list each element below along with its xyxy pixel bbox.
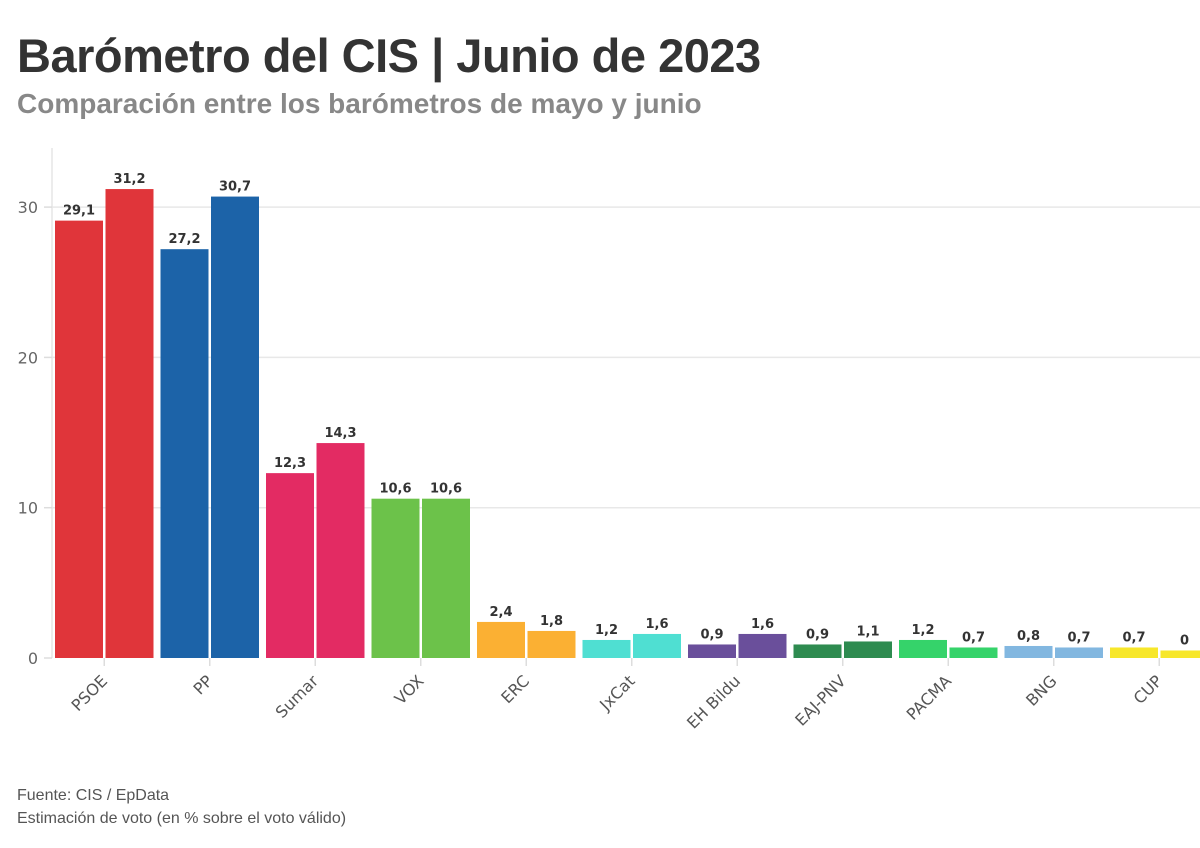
bar-vox-junio [422,498,470,658]
x-tick-label: PSOE [68,671,111,714]
bar-eh-bildu-mayo [688,644,736,658]
x-tick-label: PP [189,671,216,698]
y-tick-label: 10 [18,499,38,518]
data-label: 27,2 [168,232,200,247]
data-label: 2,4 [489,605,512,620]
x-tick-label: Sumar [272,671,323,722]
data-label: 14,3 [324,426,356,441]
bar-bng-mayo [1004,645,1053,658]
bar-jxcat-junio [633,633,681,658]
x-tick-label: BNG [1022,671,1060,709]
bar-psoe-mayo [55,220,103,658]
x-tick-label: CUP [1130,671,1167,708]
bars [55,189,1200,659]
bar-sumar-mayo [266,473,314,658]
bar-sumar-junio [316,443,365,658]
data-label: 1,2 [595,623,618,638]
y-tick-label: 0 [28,649,38,668]
data-label: 31,2 [113,172,145,187]
y-axis: 0 10 20 30 [18,148,53,668]
data-label: 1,6 [645,617,668,632]
chart-subtitle: Comparación entre los barómetros de mayo… [17,88,702,119]
bar-eaj-pnv-mayo [793,644,842,658]
data-label: 1,8 [540,614,563,629]
x-tick-label: VOX [391,671,428,708]
bar-cup-mayo [1110,647,1158,658]
data-label: 30,7 [219,180,251,195]
y-tick-label: 20 [18,348,38,367]
bar-bng-junio [1055,647,1103,658]
source-note: Fuente: CIS / EpData [17,787,170,804]
data-label: 10,6 [379,482,411,497]
bar-pp-mayo [160,249,209,658]
bar-psoe-junio [105,189,154,658]
x-tick-label: ERC [497,671,533,707]
footer: Fuente: CIS / EpData Estimación de voto … [17,784,346,830]
data-label: 1,1 [856,624,879,639]
bar-chart: 0 10 20 30 29,1 31,2 27,2 30,7 12,3 14,3 10,6 10,6… [18,148,1200,732]
x-tick-label: EH Bildu [683,671,744,732]
data-label: 0,7 [1067,630,1090,645]
data-label: 0,7 [1122,630,1145,645]
bar-pacma-junio [949,647,998,658]
data-labels: 29,1 31,2 27,2 30,7 12,3 14,3 10,6 10,6 2,4 1,8 1,… [63,172,1189,648]
data-label: 0,8 [1017,629,1040,644]
bar-jxcat-mayo [582,639,631,658]
x-tick-label: PACMA [903,671,956,724]
data-label: 0,9 [700,627,723,642]
data-label: 0,9 [806,627,829,642]
bar-cup-junio [1160,650,1200,658]
data-label: 12,3 [274,456,306,471]
data-label: 1,2 [911,623,934,638]
bar-erc-mayo [477,621,525,658]
data-label: 0,7 [962,630,985,645]
bar-eaj-pnv-junio [844,641,892,658]
x-axis: PSOE PP Sumar VOX ERC JxCat EH Bildu EAJ-PNV PAC… [68,658,1167,732]
data-label: 29,1 [63,204,95,219]
chart-title: Barómetro del CIS | Junio de 2023 [17,29,761,82]
y-tick-label: 30 [18,198,38,217]
data-label: 1,6 [751,617,774,632]
data-label: 0 [1180,633,1189,648]
x-tick-label: JxCat [595,671,638,714]
data-label: 10,6 [430,482,462,497]
bar-pp-junio [211,196,259,659]
bar-pacma-mayo [899,639,947,658]
measure-note: Estimación de voto (en % sobre el voto v… [17,810,347,827]
bar-eh-bildu-junio [738,633,787,658]
bar-vox-mayo [371,498,420,658]
x-tick-label: EAJ-PNV [791,671,849,729]
bar-erc-junio [527,630,576,658]
